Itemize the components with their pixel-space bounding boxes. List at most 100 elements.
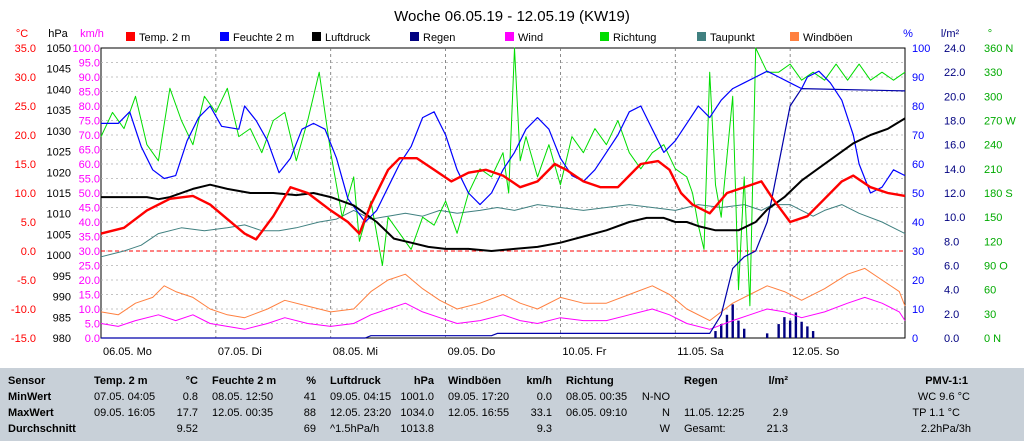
rain-bar — [806, 326, 809, 338]
hum-avg-value: 69 — [303, 423, 316, 435]
pmv-windchill: WC 9.6 °C — [917, 391, 970, 403]
temp-avg-value: 9.52 — [176, 423, 198, 435]
legend-label: Regen — [423, 32, 455, 44]
rain-total-label: Gesamt: — [684, 423, 726, 435]
rain-max-value: 2.9 — [772, 407, 788, 419]
temp-max-value: 17.7 — [176, 407, 198, 419]
y-tick-rain: 22.0 — [944, 67, 965, 79]
stats-header-gust: Windböen — [448, 375, 502, 387]
y-tick-dir: 210 — [984, 164, 1002, 176]
stats-unit-gust: km/h — [526, 375, 552, 387]
rain-bar — [725, 314, 729, 338]
temperature-series-line — [100, 156, 906, 241]
y-tick-dir: 60 — [984, 285, 996, 297]
y-tick-wind: 0.0 — [85, 333, 100, 345]
stats-unit-humidity: % — [306, 375, 316, 387]
y-tick-wind: 85.0 — [79, 87, 100, 99]
rain-bar — [800, 321, 803, 338]
y-tick-dir: 30 — [984, 309, 996, 321]
temp-min-time: 07.05. 04:05 — [94, 391, 156, 403]
y-tick-hum: 20 — [912, 275, 924, 287]
y-tick-wind: 60.0 — [79, 159, 100, 171]
row-label-min: MinWert — [8, 391, 52, 403]
y-tick-temp: 0.0 — [21, 246, 36, 258]
gust-series-line — [100, 267, 906, 322]
y-tick-press: 1020 — [47, 167, 71, 179]
legend-label: Feuchte 2 m — [233, 32, 294, 44]
y-tick-press: 1000 — [47, 250, 71, 262]
x-tick-label: 11.05. Sa — [677, 346, 724, 358]
stats-table: Sensor MinWert MaxWert Durchschnitt Temp… — [0, 368, 1024, 441]
gust-avg-value: 9.3 — [536, 423, 552, 435]
y-tick-temp: 25.0 — [15, 101, 36, 113]
temp-max-time: 09.05. 16:05 — [94, 407, 156, 419]
axis-unit-hum: % — [903, 28, 913, 40]
x-tick-label: 09.05. Do — [448, 346, 496, 358]
stats-header-rain: Regen — [684, 375, 718, 387]
stats-header-pmv: PMV-1:1 — [925, 375, 968, 387]
rain-bar — [743, 328, 746, 338]
stats-col-humidity: Feuchte 2 m % 08.05. 12:50 41 12.05. 00:… — [212, 368, 318, 441]
y-tick-dir: 360 N — [984, 43, 1013, 55]
dir-max-value: N — [662, 407, 670, 419]
legend-swatch — [126, 32, 135, 41]
y-tick-hum: 100 — [912, 43, 930, 55]
dir-max-time: 06.05. 09:10 — [566, 407, 628, 419]
y-tick-wind: 50.0 — [79, 188, 100, 200]
y-tick-press: 990 — [53, 292, 71, 304]
y-tick-press: 1040 — [47, 84, 71, 96]
stats-header-sensor: Sensor — [8, 375, 46, 387]
axis-unit-temp: °C — [16, 28, 28, 40]
gust-min-time: 09.05. 17:20 — [448, 391, 510, 403]
y-tick-wind: 35.0 — [79, 232, 100, 244]
rain-max-time: 11.05. 12:25 — [684, 407, 745, 419]
press-min-value: 1001.0 — [400, 391, 434, 403]
stats-unit-temp: °C — [185, 375, 198, 387]
y-tick-wind: 80.0 — [79, 101, 100, 113]
y-tick-wind: 100.0 — [72, 43, 100, 55]
hum-max-value: 88 — [303, 407, 316, 419]
y-tick-hum: 50 — [912, 188, 924, 200]
wind-series-line — [100, 296, 906, 330]
press-avg-value: 1013.8 — [400, 423, 434, 435]
y-tick-temp: 20.0 — [15, 130, 36, 142]
y-tick-rain: 8.0 — [944, 236, 959, 248]
y-tick-wind: 5.0 — [85, 319, 100, 331]
x-tick-label: 06.05. Mo — [103, 346, 152, 358]
y-tick-dir: 300 — [984, 91, 1002, 103]
y-tick-wind: 55.0 — [79, 174, 100, 186]
y-tick-rain: 14.0 — [944, 164, 965, 176]
direction-series-line — [100, 47, 906, 307]
legend-swatch — [697, 32, 706, 41]
y-tick-rain: 10.0 — [944, 212, 965, 224]
pressure-series-line — [101, 117, 906, 252]
y-tick-wind: 10.0 — [79, 304, 100, 316]
legend-label: Windböen — [803, 32, 853, 44]
chart-title: Woche 06.05.19 - 12.05.19 (KW19) — [394, 8, 630, 25]
y-tick-temp: 5.0 — [21, 217, 36, 229]
y-tick-dir: 180 S — [984, 188, 1013, 200]
y-tick-wind: 20.0 — [79, 275, 100, 287]
y-tick-press: 985 — [53, 312, 71, 324]
press-max-value: 1034.0 — [400, 407, 434, 419]
stats-col-sensor: Sensor MinWert MaxWert Durchschnitt — [8, 368, 88, 441]
legend-label: Luftdruck — [325, 32, 371, 44]
y-tick-wind: 75.0 — [79, 116, 100, 128]
y-tick-temp: -5.0 — [17, 275, 36, 287]
y-tick-dir: 240 — [984, 140, 1002, 152]
y-tick-press: 995 — [53, 271, 71, 283]
dir-avg-value: W — [659, 423, 670, 435]
legend-label: Richtung — [613, 32, 656, 44]
stats-unit-pressure: hPa — [413, 375, 434, 387]
stats-col-pmv: PMV-1:1 WC 9.6 °C TP 1.1 °C 2.2hPa/3h — [880, 368, 1016, 441]
y-tick-rain: 20.0 — [944, 91, 965, 103]
y-tick-wind: 25.0 — [79, 261, 100, 273]
gust-max-time: 12.05. 16:55 — [448, 407, 510, 419]
rain-bar — [714, 331, 717, 338]
y-tick-hum: 90 — [912, 72, 924, 84]
y-tick-temp: -15.0 — [11, 333, 36, 345]
humidity-series-line — [101, 70, 906, 223]
rain-bar — [783, 317, 786, 338]
row-label-max: MaxWert — [8, 407, 54, 419]
y-tick-temp: 35.0 — [15, 43, 36, 55]
